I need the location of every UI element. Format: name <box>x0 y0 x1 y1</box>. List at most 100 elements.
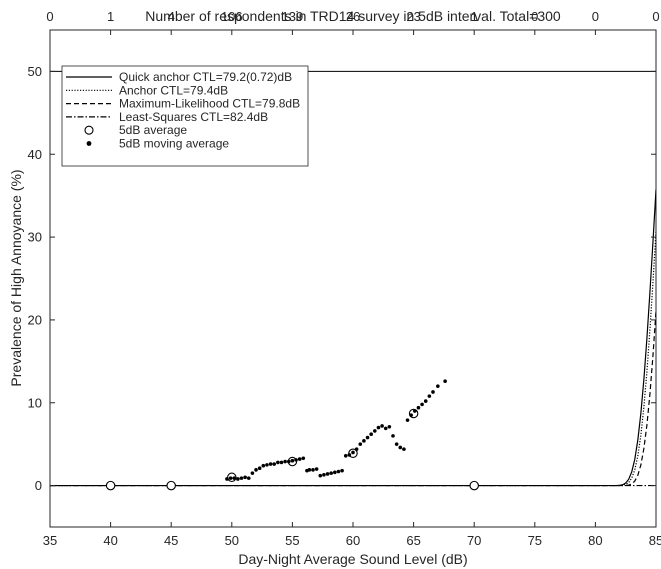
legend-entry: Quick anchor CTL=79.2(0.72)dB <box>66 70 292 84</box>
moving-average-point <box>314 467 319 471</box>
y-tick-label: 10 <box>28 395 42 410</box>
top-tick-label: 0 <box>46 9 53 24</box>
top-tick-label: 1 <box>107 9 114 24</box>
moving-average-point <box>413 409 417 413</box>
x-tick-label: 40 <box>103 533 117 548</box>
top-tick-label: 4 <box>168 9 175 24</box>
legend-label: Least-Squares CTL=82.4dB <box>119 110 268 124</box>
legend-swatch-open-marker <box>84 125 94 135</box>
moving-average-point <box>423 399 428 403</box>
moving-average-point <box>420 402 424 407</box>
legend-entry: 5dB moving average <box>86 137 229 151</box>
moving-average-point <box>340 468 344 473</box>
x-tick-label: 50 <box>225 533 239 548</box>
moving-average-point <box>272 462 277 466</box>
moving-average-point <box>383 426 388 431</box>
moving-average-point <box>283 459 287 464</box>
legend-label: Maximum-Likelihood CTL=79.8dB <box>119 97 300 111</box>
legend-label: 5dB average <box>119 123 187 137</box>
open-marker-point <box>166 480 176 491</box>
moving-average-point <box>254 468 258 472</box>
legend-entry: Least-Squares CTL=82.4dB <box>66 110 268 124</box>
moving-average-point <box>369 432 373 437</box>
moving-average-point <box>297 457 302 461</box>
moving-average-point <box>354 447 359 451</box>
x-tick-label: 60 <box>346 533 360 548</box>
moving-average-point <box>325 472 330 476</box>
moving-average-point <box>405 418 410 422</box>
legend-entry: Anchor CTL=79.4dB <box>66 83 228 97</box>
moving-average-point <box>246 476 251 480</box>
moving-average-point <box>236 477 240 481</box>
y-tick-label: 20 <box>28 312 42 327</box>
moving-average-point <box>436 384 440 388</box>
x-tick-label: 75 <box>528 533 542 548</box>
moving-average-point <box>322 473 326 477</box>
open-marker-point <box>105 480 116 491</box>
x-tick-label: 65 <box>406 533 420 548</box>
fitted-curves <box>50 189 656 487</box>
y-tick-label: 40 <box>28 147 42 162</box>
legend-label: 5dB moving average <box>119 137 229 151</box>
moving-average-point <box>250 471 255 475</box>
y-tick-label: 50 <box>28 64 42 79</box>
moving-average-point <box>409 413 413 417</box>
moving-average-point <box>276 460 280 465</box>
moving-average-point <box>358 442 363 446</box>
moving-average-point <box>307 468 312 472</box>
y-tick-label: 0 <box>35 478 42 493</box>
moving-average-point <box>279 460 284 465</box>
top-tick-label: 23 <box>406 9 420 24</box>
moving-average-point <box>290 458 295 463</box>
moving-average-point <box>243 475 247 480</box>
data-markers <box>105 379 479 491</box>
moving-average-point <box>416 405 421 410</box>
moving-average-point <box>362 439 366 443</box>
moving-average-point <box>398 445 403 450</box>
moving-average-point <box>228 476 233 480</box>
moving-average-point <box>318 473 323 478</box>
top-tick-label: 1 <box>471 9 478 24</box>
moving-average-point <box>329 471 333 475</box>
legend-swatch-filled-marker <box>86 141 92 146</box>
y-axis-label: Prevalence of High Annoyance (%) <box>8 169 24 386</box>
legend-entry: Maximum-Likelihood CTL=79.8dB <box>66 97 300 111</box>
moving-average-point <box>391 434 395 438</box>
moving-average-point <box>351 450 355 455</box>
moving-average-point <box>443 379 447 384</box>
top-tick-label: 139 <box>282 9 304 24</box>
moving-average-point <box>261 463 266 468</box>
moving-average-point <box>286 459 291 464</box>
top-tick-label: 106 <box>221 9 243 24</box>
moving-average-point <box>394 442 399 446</box>
x-tick-label: 85 <box>649 533 661 548</box>
x-axis-ticks: 35 40 45 50 55 60 65 70 75 80 85 <box>43 30 661 548</box>
x-axis-label: Day-Night Average Sound Level (dB) <box>238 551 467 567</box>
top-axis-ticks: 0 1 4 106 139 26 23 1 0 0 0 <box>46 9 659 24</box>
y-axis-ticks: 0 10 20 30 40 50 <box>28 64 656 493</box>
open-marker-point <box>469 480 479 491</box>
moving-average-point <box>336 469 341 474</box>
moving-average-point <box>268 462 273 466</box>
top-tick-label: 0 <box>531 9 538 24</box>
x-tick-label: 55 <box>285 533 299 548</box>
x-tick-label: 70 <box>467 533 481 548</box>
moving-average-point <box>380 424 384 428</box>
x-tick-label: 45 <box>164 533 178 548</box>
moving-average-point <box>402 447 406 451</box>
legend-box <box>61 65 309 167</box>
x-tick-label: 35 <box>43 533 57 548</box>
chart-title: Number of respondents in TRD14 survey in… <box>145 8 561 24</box>
moving-average-point <box>343 453 348 458</box>
moving-average-point <box>225 477 229 481</box>
top-tick-label: 26 <box>346 9 360 24</box>
moving-average-point <box>365 435 370 440</box>
moving-average-point <box>257 466 262 470</box>
moving-average-point <box>431 390 435 394</box>
moving-average-point <box>387 424 392 429</box>
moving-average-point <box>239 476 244 480</box>
top-tick-label: 0 <box>652 9 659 24</box>
moving-average-point <box>373 429 377 433</box>
